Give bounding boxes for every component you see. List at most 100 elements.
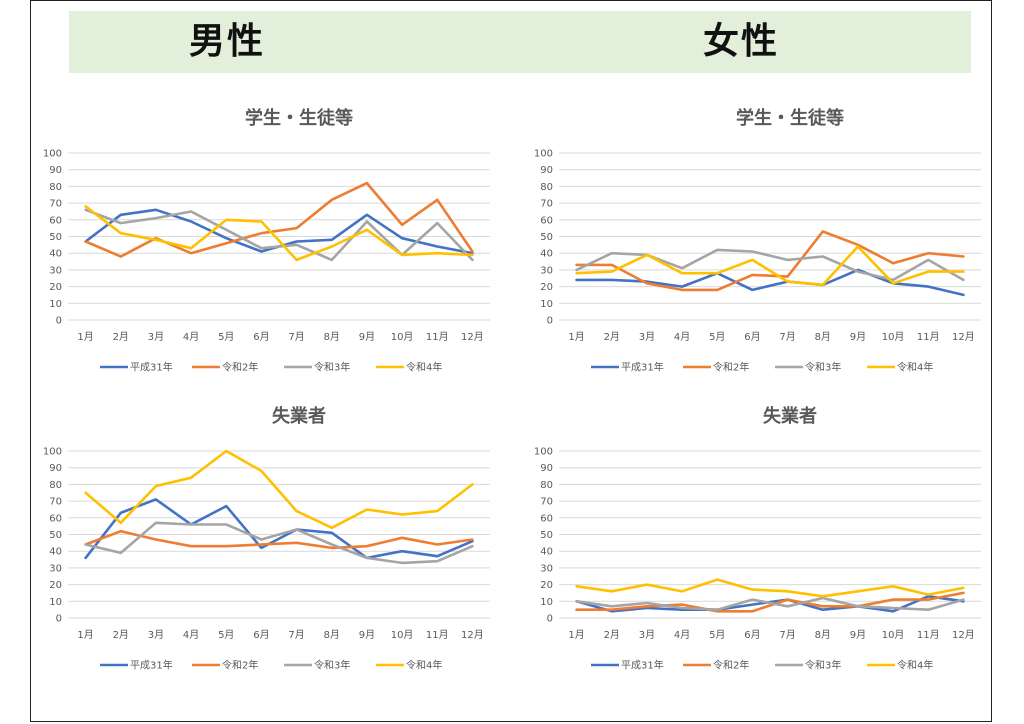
series-line	[575, 578, 965, 598]
x-tick-label: 1月	[568, 331, 584, 343]
y-tick-label: 90	[49, 165, 62, 176]
x-tick-label: 9月	[359, 629, 375, 641]
x-tick-label: 1月	[568, 629, 584, 641]
x-tick-label: 2月	[113, 629, 129, 641]
x-tick-label: 8月	[815, 629, 831, 641]
x-tick-label: 4月	[674, 331, 690, 343]
legend-label: 令和3年	[314, 361, 350, 374]
series-line	[575, 596, 965, 611]
y-tick-label: 100	[43, 447, 62, 458]
x-tick-label: 10月	[882, 331, 905, 343]
y-tick-label: 50	[49, 530, 62, 541]
y-tick-label: 60	[49, 513, 62, 524]
y-tick-label: 50	[49, 232, 62, 243]
x-tick-label: 9月	[850, 629, 866, 641]
x-tick-label: 4月	[674, 629, 690, 641]
x-tick-label: 3月	[639, 331, 655, 343]
x-tick-label: 7月	[779, 629, 795, 641]
legend-label: 平成31年	[621, 361, 664, 374]
series-line	[84, 181, 474, 258]
y-tick-label: 30	[540, 265, 553, 276]
x-tick-label: 7月	[779, 331, 795, 343]
y-tick-label: 40	[540, 249, 553, 260]
y-tick-label: 30	[49, 265, 62, 276]
y-tick-label: 60	[540, 215, 553, 226]
y-tick-label: 80	[540, 480, 553, 491]
legend-label: 令和3年	[805, 659, 841, 672]
legend-label: 令和4年	[897, 361, 933, 374]
x-tick-label: 12月	[461, 629, 484, 641]
y-tick-label: 100	[534, 149, 553, 160]
y-tick-label: 70	[49, 199, 62, 210]
series-line	[575, 245, 965, 287]
y-tick-label: 60	[49, 215, 62, 226]
y-tick-label: 100	[43, 149, 62, 160]
male-unemployed-chart: 失業者 0 10 20 30 40 50 60 70 80 90 100 1月 2月 3月 4月 5月 6月 7月 8…	[30, 398, 510, 688]
legend-label: 令和2年	[713, 659, 749, 672]
y-tick-label: 10	[49, 597, 62, 608]
y-tick-label: 40	[540, 547, 553, 558]
x-tick-label: 12月	[952, 331, 975, 343]
y-tick-label: 10	[49, 299, 62, 310]
y-tick-label: 70	[49, 497, 62, 508]
header-banner: 男性 女性	[69, 11, 971, 73]
x-tick-label: 2月	[604, 629, 620, 641]
page-frame	[30, 0, 992, 722]
y-tick-label: 80	[540, 182, 553, 193]
x-tick-label: 10月	[391, 331, 414, 343]
x-tick-label: 1月	[77, 629, 93, 641]
x-tick-label: 12月	[952, 629, 975, 641]
x-tick-label: 11月	[426, 331, 449, 343]
legend-label: 令和2年	[222, 361, 258, 374]
y-tick-label: 20	[49, 580, 62, 591]
y-tick-label: 20	[540, 580, 553, 591]
female-label: 女性	[703, 21, 780, 62]
x-tick-label: 3月	[639, 629, 655, 641]
chart-title: 学生・生徒等	[736, 107, 844, 129]
chart-svg: 失業者 0 10 20 30 40 50 60 70 80 90 100 1月 2月 3月 4月 5月 6月 7月 8…	[43, 405, 490, 672]
x-tick-label: 5月	[218, 331, 234, 343]
x-tick-label: 8月	[324, 629, 340, 641]
x-tick-label: 4月	[183, 331, 199, 343]
x-tick-label: 9月	[359, 331, 375, 343]
series-line	[84, 449, 474, 530]
y-tick-label: 50	[540, 232, 553, 243]
x-tick-label: 5月	[218, 629, 234, 641]
y-tick-label: 70	[540, 497, 553, 508]
legend-label: 平成31年	[130, 361, 173, 374]
y-tick-label: 40	[49, 547, 62, 558]
series-line	[575, 230, 965, 292]
legend-label: 令和2年	[713, 361, 749, 374]
x-tick-label: 10月	[882, 629, 905, 641]
y-tick-label: 90	[540, 463, 553, 474]
x-tick-label: 5月	[709, 629, 725, 641]
y-tick-label: 20	[540, 282, 553, 293]
series-line	[84, 521, 474, 565]
series-line	[575, 591, 965, 613]
y-tick-label: 100	[534, 447, 553, 458]
series-line	[84, 205, 474, 262]
x-tick-label: 8月	[324, 331, 340, 343]
x-tick-label: 9月	[850, 331, 866, 343]
y-tick-label: 50	[540, 530, 553, 541]
y-tick-label: 10	[540, 299, 553, 310]
x-tick-label: 6月	[253, 331, 269, 343]
y-tick-label: 60	[540, 513, 553, 524]
y-tick-label: 70	[540, 199, 553, 210]
y-tick-label: 10	[540, 597, 553, 608]
y-tick-label: 20	[49, 282, 62, 293]
female-student-chart: 学生・生徒等 0 10 20 30 40 50 60 70 80 90 100 1月 2月 3月 4月 5月 6月…	[521, 100, 1001, 390]
male-student-chart: 学生・生徒等 0 10 20 30 40 50 60 70 80 90 100 1月 2月 3月 4月 5月 6月…	[30, 100, 510, 390]
male-label: 男性	[189, 21, 266, 62]
x-tick-label: 12月	[461, 331, 484, 343]
chart-svg: 学生・生徒等 0 10 20 30 40 50 60 70 80 90 100 1月 2月 3月 4月 5月 6月…	[534, 107, 981, 374]
x-tick-label: 3月	[148, 331, 164, 343]
legend-label: 令和3年	[314, 659, 350, 672]
y-tick-label: 80	[49, 182, 62, 193]
y-tick-label: 90	[540, 165, 553, 176]
legend-label: 令和2年	[222, 659, 258, 672]
legend-label: 令和4年	[406, 361, 442, 374]
x-tick-label: 2月	[604, 331, 620, 343]
chart-title: 失業者	[272, 405, 326, 427]
series-line	[84, 208, 474, 262]
